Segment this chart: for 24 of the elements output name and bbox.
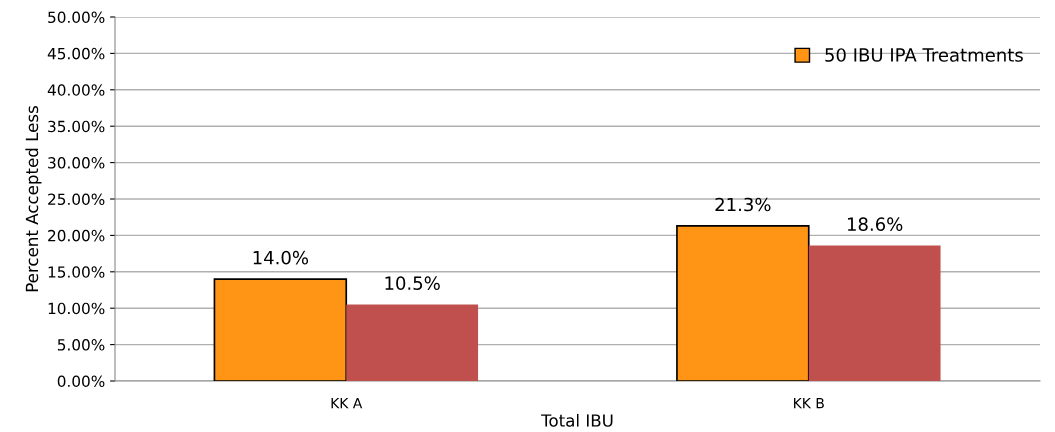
y-tick-label: 25.00% [48, 193, 105, 206]
x-tick-label: KK B [794, 398, 824, 409]
bar [676, 225, 810, 381]
y-tick-label: 10.00% [48, 302, 105, 315]
y-tick-label: 5.00% [57, 339, 105, 351]
bar [808, 245, 941, 381]
y-tick-label: 50.00% [48, 11, 105, 24]
bar [213, 278, 348, 381]
data-label: 18.6% [847, 217, 903, 231]
y-tick-label: 35.00% [48, 120, 105, 133]
y-tick-label: 40.00% [47, 84, 105, 96]
y-tick-label: 20.00% [48, 229, 105, 242]
y-axis-title: Percent Accepted Less [25, 106, 42, 292]
data-label: 21.3% [715, 197, 771, 212]
y-tick-label: 15.00% [48, 266, 105, 278]
y-tick-label: 0.00% [57, 375, 105, 388]
y-tick-label: 45.00% [47, 47, 105, 60]
y-tick-label: 30.00% [48, 157, 105, 169]
x-axis-title: Total IBU [541, 413, 613, 427]
data-label: 14.0% [253, 250, 309, 265]
data-label: 10.5% [385, 276, 440, 290]
legend-label: 50 IBU IPA Treatments [825, 48, 1023, 62]
x-tick-label: KK A [331, 398, 363, 409]
bar [346, 304, 479, 381]
